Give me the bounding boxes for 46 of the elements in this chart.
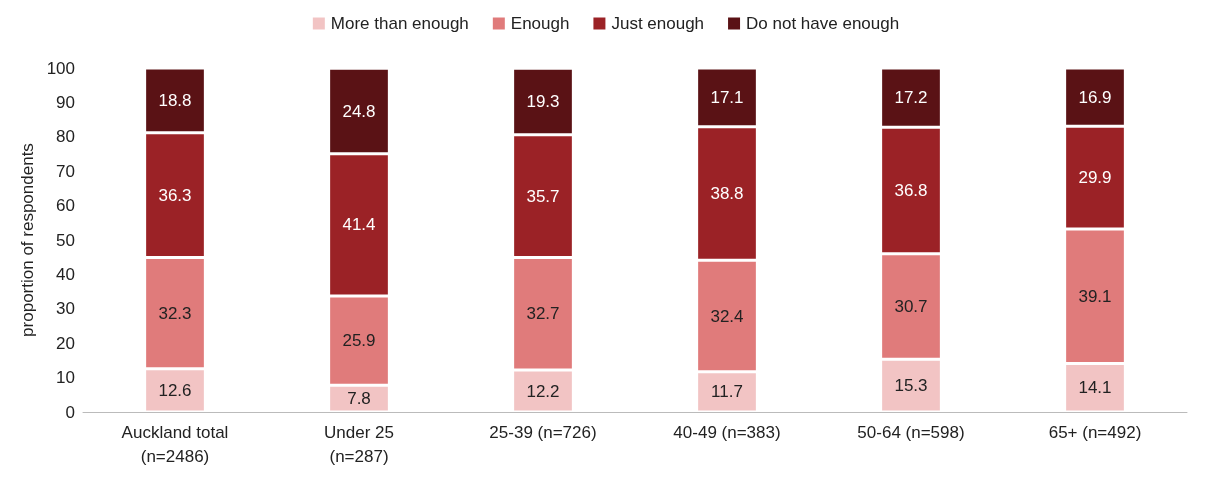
data-label: 38.8 [710,184,744,204]
y-tick-label: 10 [56,368,75,388]
y-tick-label: 90 [56,92,75,112]
x-tick-label: 65+ (n=492) [1048,422,1142,442]
legend-label: Enough [510,14,570,33]
x-tick-label: 50-64 (n=598) [857,422,965,442]
data-label: 41.4 [342,215,376,235]
data-label: 17.2 [894,88,928,108]
y-tick-label: 100 [46,58,75,78]
data-label: 36.8 [894,180,928,200]
data-label: 32.3 [158,303,192,323]
y-tick-label: 60 [56,196,75,216]
data-label: 32.7 [526,304,560,324]
data-label: 17.1 [710,87,744,107]
data-label: 30.7 [894,297,928,317]
data-label: 12.2 [526,381,560,401]
data-label: 16.9 [1078,87,1112,107]
y-tick-label: 0 [65,402,75,422]
y-tick-label: 80 [56,127,75,147]
data-label: 19.3 [526,92,560,112]
data-label: 24.8 [342,101,376,121]
y-tick-label: 50 [56,230,75,250]
data-label: 7.8 [347,389,371,409]
data-label: 25.9 [342,331,376,351]
data-label: 14.1 [1078,378,1112,398]
legend-label: More than enough [330,14,469,33]
legend-label: Just enough [611,14,705,33]
y-axis-title: proportion of respondents [17,143,37,337]
y-tick-label: 30 [56,299,75,319]
data-label: 39.1 [1078,286,1112,306]
data-label: 29.9 [1078,168,1112,188]
data-label: 12.6 [158,380,192,400]
legend-label: Do not have enough [746,14,900,33]
x-tick-label: Under 25 (n=287) [324,422,394,466]
data-label: 36.3 [158,185,192,205]
data-label: 32.4 [710,306,744,326]
y-tick-label: 20 [56,333,75,353]
data-label: 18.8 [158,90,192,110]
data-label: 35.7 [526,186,560,206]
data-label: 11.7 [711,382,743,402]
x-tick-label: 25-39 (n=726) [489,422,597,442]
x-tick-label: 40-49 (n=383) [673,422,781,442]
x-tick-label: Auckland total (n=2486) [121,422,229,466]
y-tick-label: 70 [56,161,75,181]
y-tick-label: 40 [56,264,75,284]
data-label: 15.3 [894,376,928,396]
